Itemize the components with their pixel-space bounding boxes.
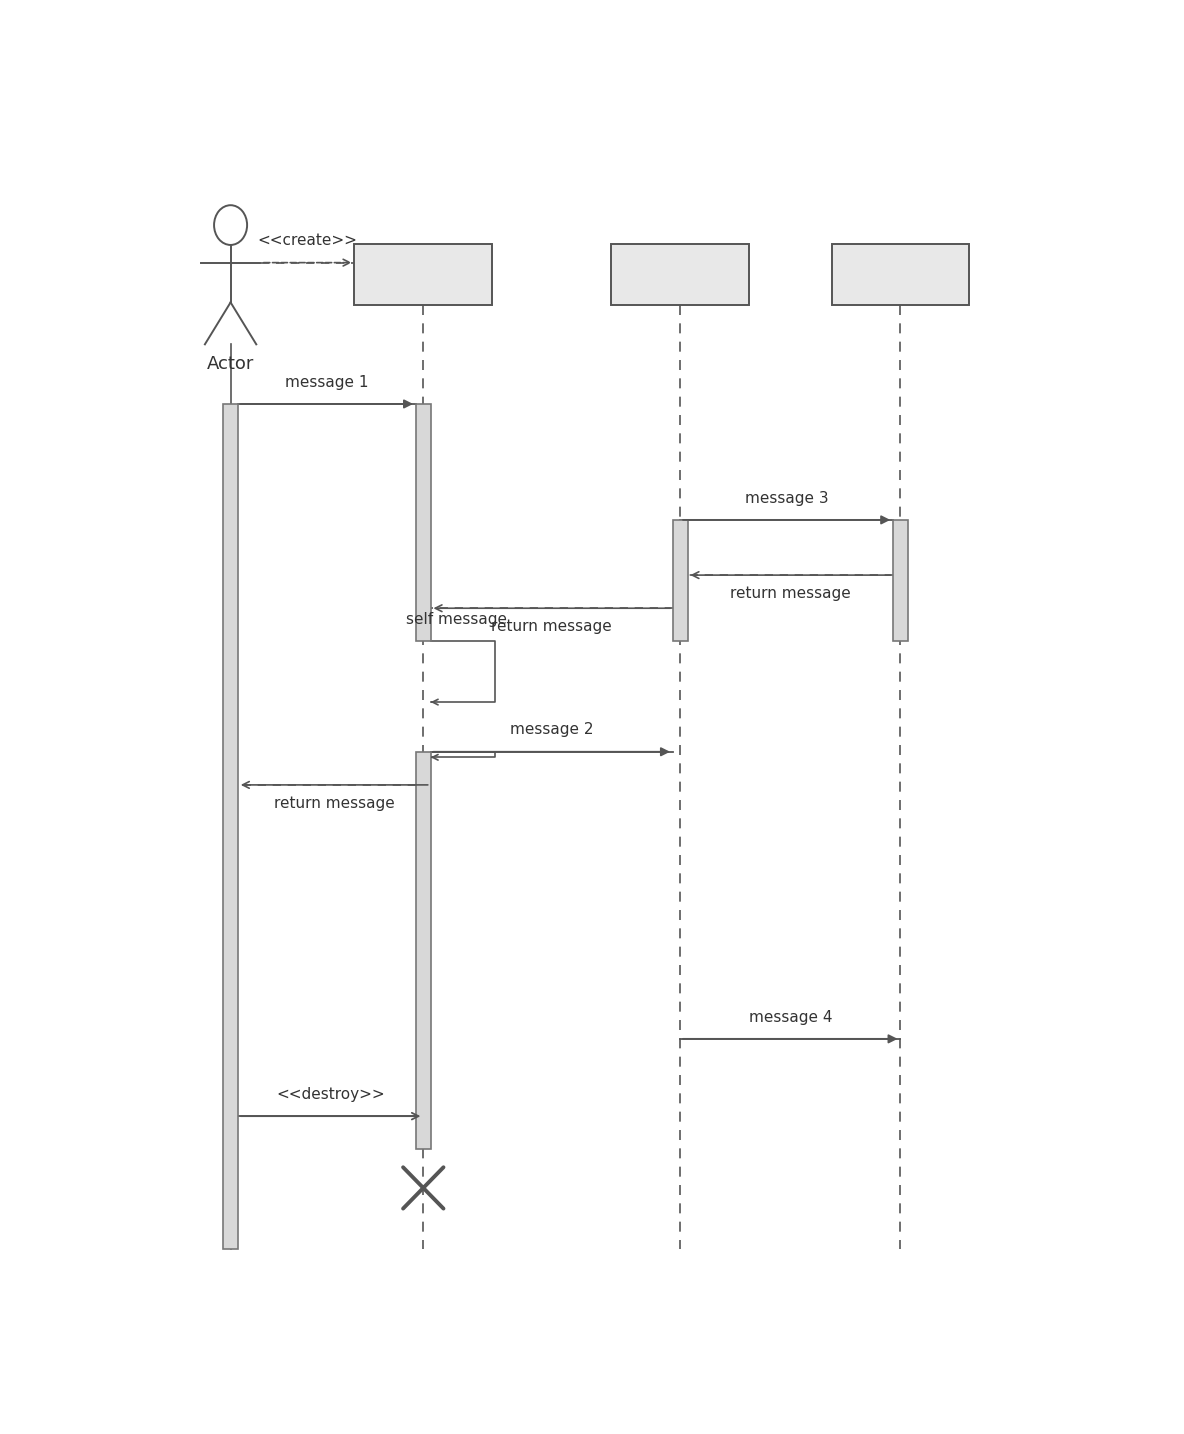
Text: Object: Object <box>646 264 714 284</box>
Text: message 2: message 2 <box>510 723 593 737</box>
Text: Actor: Actor <box>207 356 255 373</box>
Text: return message: return message <box>491 619 612 634</box>
Text: self message: self message <box>406 612 507 627</box>
Bar <box>673 521 688 641</box>
Text: return message: return message <box>731 587 850 601</box>
Bar <box>224 404 238 1249</box>
Bar <box>831 244 970 304</box>
Text: Object: Object <box>867 264 934 284</box>
Text: return message: return message <box>274 796 394 812</box>
Text: message 1: message 1 <box>285 374 368 390</box>
Text: message 4: message 4 <box>748 1010 832 1024</box>
Bar <box>416 751 431 1149</box>
Text: <<destroy>>: <<destroy>> <box>276 1087 385 1101</box>
Bar <box>416 404 431 641</box>
Text: <<create>>: <<create>> <box>258 234 358 248</box>
Text: Object: Object <box>390 264 457 284</box>
Bar <box>611 244 749 304</box>
Bar <box>893 521 908 641</box>
Bar <box>354 244 493 304</box>
Text: message 3: message 3 <box>745 490 829 506</box>
